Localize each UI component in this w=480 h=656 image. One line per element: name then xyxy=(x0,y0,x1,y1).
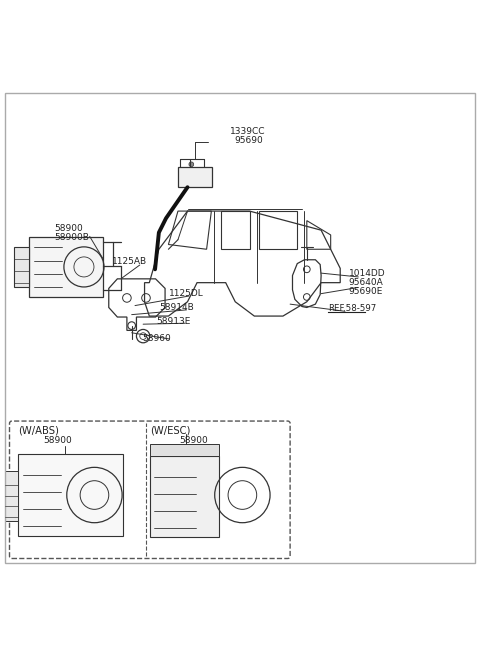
Text: 58900: 58900 xyxy=(43,436,72,445)
Text: 58900: 58900 xyxy=(179,436,208,445)
Text: 95640A: 95640A xyxy=(349,278,384,287)
Text: 1014DD: 1014DD xyxy=(349,269,385,278)
Text: 58900B: 58900B xyxy=(54,233,89,242)
FancyBboxPatch shape xyxy=(5,471,18,522)
Text: REF.58-597: REF.58-597 xyxy=(328,304,376,314)
Text: 1125DL: 1125DL xyxy=(169,289,204,298)
Text: (W/ESC): (W/ESC) xyxy=(150,426,191,436)
Text: 95690E: 95690E xyxy=(349,287,383,297)
Text: 1125AB: 1125AB xyxy=(112,256,147,266)
FancyBboxPatch shape xyxy=(150,444,219,456)
Text: 95690: 95690 xyxy=(234,136,263,145)
FancyBboxPatch shape xyxy=(14,247,29,287)
FancyBboxPatch shape xyxy=(150,456,219,537)
Circle shape xyxy=(189,162,194,167)
Text: 58914B: 58914B xyxy=(159,304,193,312)
Text: 1339CC: 1339CC xyxy=(229,127,265,136)
Text: (W/ABS): (W/ABS) xyxy=(18,426,59,436)
FancyBboxPatch shape xyxy=(18,455,123,535)
FancyBboxPatch shape xyxy=(29,237,103,297)
Text: 58913E: 58913E xyxy=(156,318,191,326)
Text: 58900: 58900 xyxy=(54,224,83,234)
Text: 58960: 58960 xyxy=(143,335,171,344)
FancyBboxPatch shape xyxy=(178,167,212,187)
